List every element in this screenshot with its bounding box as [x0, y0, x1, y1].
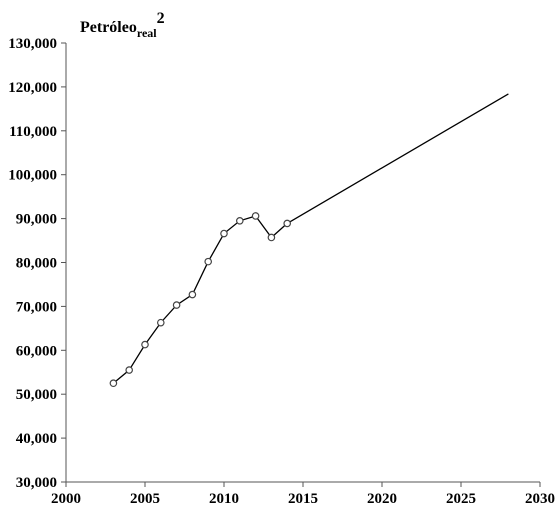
y-tick-label: 130,000	[8, 36, 57, 52]
chart-title-main: Petróleo	[80, 19, 137, 36]
y-tick-label: 70,000	[16, 299, 57, 315]
x-axis-ticks: 2000 2005 2010 2015 2020 2025 2030	[51, 482, 555, 507]
data-point-2014	[283, 219, 292, 228]
data-point-2009	[204, 257, 213, 266]
series-line-projection	[286, 93, 509, 224]
series-line-observed	[112, 215, 288, 384]
y-tick-label: 90,000	[16, 212, 57, 228]
chart-title-superscript: 2	[157, 10, 165, 27]
y-axis-ticks: 30,000 40,000 50,000 60,000 70,000 80,000 90,0…	[8, 36, 66, 491]
chart-title-subscript: real	[137, 26, 157, 40]
x-tick-label: 2025	[446, 491, 476, 507]
data-point-2008	[188, 290, 197, 299]
y-tick-label: 30,000	[16, 475, 57, 491]
data-point-2004	[125, 366, 134, 374]
data-point-2011	[236, 216, 244, 225]
x-tick-label: 2000	[51, 491, 81, 507]
y-tick-label: 50,000	[16, 387, 57, 403]
data-point-2003	[109, 379, 118, 388]
data-point-2012	[251, 212, 260, 220]
data-point-2013	[267, 233, 276, 242]
chart-title: Petróleoreal2	[80, 10, 165, 40]
y-tick-label: 40,000	[16, 431, 57, 447]
y-tick-label: 80,000	[16, 256, 57, 272]
data-point-2006	[157, 318, 165, 327]
data-point-2007	[172, 301, 181, 309]
y-tick-label: 120,000	[8, 80, 57, 96]
x-tick-label: 2010	[209, 491, 239, 507]
y-tick-label: 100,000	[8, 168, 57, 184]
data-point-2005	[141, 340, 149, 349]
x-tick-label: 2030	[525, 491, 555, 507]
y-tick-label: 110,000	[9, 124, 57, 140]
chart-axes	[65, 43, 540, 483]
y-tick-label: 60,000	[16, 343, 57, 359]
x-tick-label: 2015	[288, 491, 318, 507]
chart-series	[109, 93, 509, 388]
data-point-2010	[220, 229, 228, 238]
x-tick-label: 2005	[130, 491, 160, 507]
x-tick-label: 2020	[367, 491, 397, 507]
